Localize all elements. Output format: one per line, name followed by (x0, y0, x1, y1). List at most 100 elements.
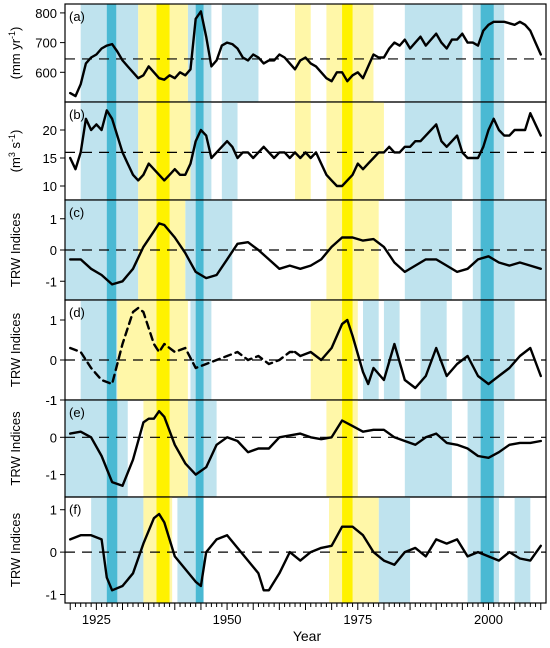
panel-label: (c) (69, 205, 84, 220)
panel-a: 600 700 800 (a) (mm yr-1) (7, 3, 547, 103)
panel-b: 10 15 20 (b) (m3 s-1) (7, 101, 547, 201)
shaded-band (195, 300, 204, 400)
series-line (69, 306, 297, 386)
shaded-band (195, 497, 204, 603)
y-tick-label: -1 (45, 274, 57, 289)
y-tick-label: -1 (45, 468, 57, 483)
shaded-band (156, 4, 170, 102)
panel-bands (65, 400, 505, 497)
series-line (69, 222, 542, 286)
y-tick-label: 700 (35, 36, 57, 51)
shaded-band (156, 300, 170, 400)
unit-text: ) (8, 130, 23, 134)
shaded-band (117, 300, 188, 400)
shaded-band (342, 300, 353, 400)
panel-bands (80, 300, 515, 400)
panel-label: (a) (69, 9, 85, 24)
y-tick-label: 600 (35, 65, 57, 80)
panel-series (69, 512, 542, 592)
panel-label: (e) (69, 405, 85, 420)
y-axis-label: (m3 s-1) (7, 130, 23, 173)
y-tick-label: -1 (45, 393, 57, 408)
panel-series (69, 306, 542, 390)
shaded-band (106, 102, 117, 200)
x-tick-label: 1975 (343, 612, 372, 627)
shaded-band (326, 200, 379, 300)
shaded-band (195, 200, 204, 300)
y-tick-label: 0 (50, 430, 57, 445)
shaded-band (195, 400, 204, 497)
series-line (293, 318, 542, 390)
panel-e: -1 0 1 (e) TRW Indices (8, 393, 547, 498)
shaded-band (480, 4, 494, 102)
shaded-band (156, 497, 170, 603)
y-axis-label: TRW Indices (8, 512, 23, 587)
shaded-band (378, 497, 411, 603)
y-axis-label: TRW Indices (8, 312, 23, 387)
shaded-band (106, 400, 118, 497)
x-axis-label: Year (293, 628, 322, 644)
y-axis-label: TRW Indices (8, 212, 23, 287)
shaded-band (480, 497, 494, 603)
unit-text: (m (8, 157, 23, 172)
series-line (69, 410, 542, 487)
y-tick-label: 0 (50, 353, 57, 368)
unit-superscript: -1 (7, 134, 17, 142)
panel-bands (91, 497, 531, 603)
shaded-band (404, 400, 452, 497)
unit-superscript: 3 (7, 152, 17, 157)
x-tick-label: 1925 (82, 612, 111, 627)
y-axis-label: (mm yr-1) (7, 27, 23, 80)
shaded-band (480, 200, 494, 300)
x-tick-label: 1950 (213, 612, 242, 627)
shaded-band (342, 102, 353, 200)
y-axis-label: TRW Indices (8, 411, 23, 486)
shaded-band (106, 300, 117, 400)
panel-bands (80, 102, 505, 200)
y-tick-label: -1 (45, 588, 57, 603)
shaded-band (195, 102, 204, 200)
shaded-band (342, 497, 353, 603)
shaded-band (404, 4, 463, 102)
y-tick-label: 20 (43, 123, 57, 138)
shaded-band (329, 497, 379, 603)
shaded-band (177, 497, 196, 603)
y-tick-label: 1 (50, 393, 57, 408)
shaded-band (295, 4, 311, 102)
series-line (69, 512, 542, 592)
y-tick-label: 1 (50, 212, 57, 227)
series-line (69, 10, 542, 98)
y-tick-label: 1 (50, 503, 57, 518)
y-tick-label: 10 (43, 179, 57, 194)
panel-f: -1 0 1 (f) TRW Indices (8, 496, 547, 604)
panel-series (69, 10, 542, 98)
panel-series (69, 109, 542, 188)
series-line (69, 109, 542, 188)
panel-bands (80, 4, 505, 102)
shaded-band (342, 4, 353, 102)
shaded-band (156, 102, 170, 200)
shaded-band (106, 4, 117, 102)
y-tick-label: 0 (50, 243, 57, 258)
unit-text: ) (8, 27, 23, 31)
shaded-band (420, 300, 447, 400)
panel-label: (b) (69, 107, 85, 122)
unit-text: (mm yr (8, 38, 23, 79)
panel-label: (f) (69, 502, 81, 517)
shaded-band (342, 200, 353, 300)
x-tick-label: 2000 (474, 612, 503, 627)
shaded-band (106, 200, 117, 300)
shaded-band (106, 497, 118, 603)
shaded-band (342, 400, 353, 497)
panel-d: -1 0 1 (d) TRW Indices (8, 299, 547, 408)
x-axis: 1925 1950 1975 2000 (69, 603, 542, 627)
shaded-band (221, 102, 238, 200)
panel-series (69, 410, 542, 487)
shaded-band (195, 4, 204, 102)
shaded-band (156, 200, 170, 300)
shaded-band (363, 300, 379, 400)
shaded-band (404, 102, 463, 200)
shaded-band (514, 497, 531, 603)
